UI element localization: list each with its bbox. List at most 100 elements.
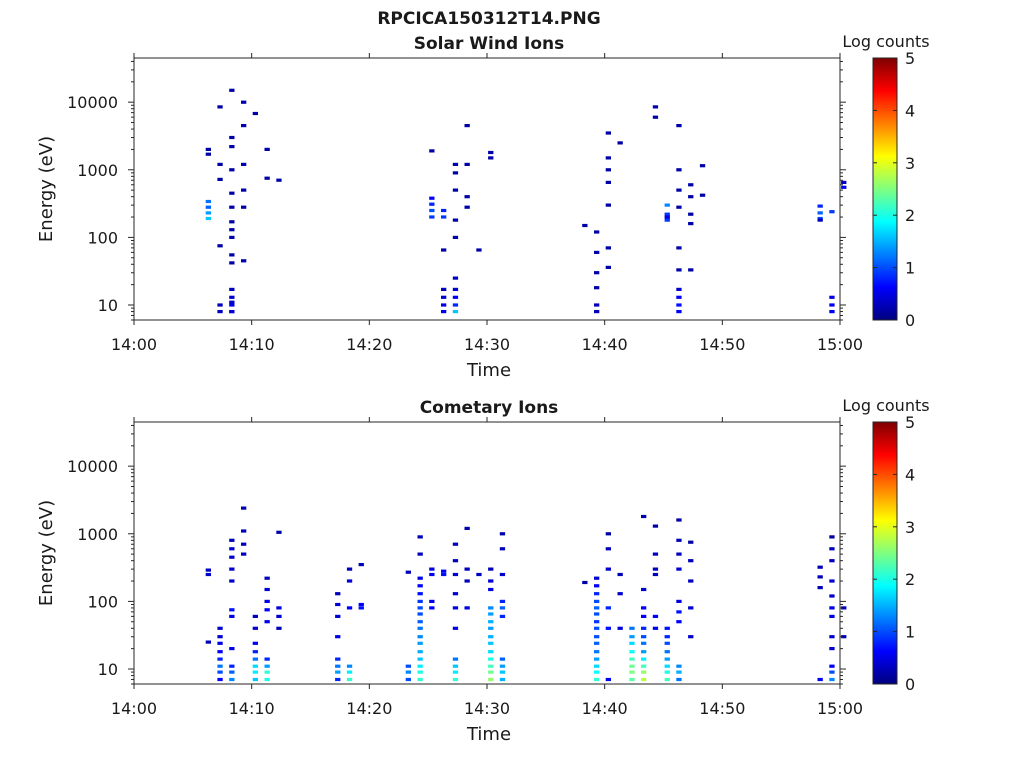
- heatmap-cell: [229, 205, 235, 209]
- heatmap-cell: [605, 168, 611, 172]
- heatmap-cell: [688, 195, 694, 199]
- heatmap-cell: [417, 670, 423, 674]
- heatmap-cell: [488, 677, 494, 682]
- heatmap-cell: [594, 599, 600, 603]
- heatmap-cell: [452, 303, 459, 307]
- heatmap-cell: [452, 670, 459, 674]
- heatmap-cell: [405, 677, 411, 682]
- heatmap-cell: [817, 211, 823, 215]
- heatmap-cell: [664, 215, 670, 219]
- heatmap-cell: [676, 303, 682, 307]
- heatmap-cell: [664, 657, 670, 661]
- heatmap-cell: [229, 253, 235, 257]
- heatmap-cell: [252, 614, 258, 618]
- heatmap-cell: [817, 218, 823, 222]
- heatmap-cell: [229, 228, 235, 232]
- heatmap-cell: [829, 635, 835, 639]
- heatmap-cell: [488, 620, 494, 624]
- heatmap-cell: [605, 265, 611, 269]
- heatmap-cell: [594, 303, 600, 307]
- heatmap-cell: [452, 626, 459, 630]
- heatmap-cell: [688, 579, 694, 583]
- heatmap-cell: [499, 532, 506, 536]
- heatmap-cell: [441, 303, 447, 307]
- heatmap-cell: [688, 559, 694, 563]
- x-tick-label: 14:40: [582, 335, 628, 354]
- heatmap-cell: [664, 626, 670, 630]
- heatmap-cell: [594, 677, 600, 682]
- heatmap-cell: [829, 670, 835, 674]
- y-tick-label: 10: [98, 296, 118, 315]
- heatmap-cell: [229, 135, 235, 140]
- heatmap-cell: [688, 212, 694, 216]
- heatmap-cell: [452, 171, 459, 175]
- heatmap-cell: [652, 115, 659, 119]
- heatmap-cell: [417, 606, 423, 610]
- heatmap-cell: [417, 584, 423, 588]
- heatmap-cell: [676, 610, 682, 614]
- heatmap-cell: [817, 565, 823, 569]
- heatmap-cell: [488, 664, 494, 668]
- y-axis-ticks: 10 100 1000 10000: [67, 424, 846, 685]
- heatmap-cell: [276, 626, 282, 630]
- heatmap-cell: [252, 626, 258, 630]
- heatmap-cell: [358, 563, 364, 567]
- heatmap-cell: [405, 664, 411, 668]
- heatmap-cell: [464, 606, 470, 610]
- heatmap-cell: [688, 606, 694, 610]
- figure-title: RPCICA150312T14.PNG: [377, 9, 600, 29]
- heatmap-cell: [641, 635, 647, 639]
- heatmap-cell: [346, 670, 353, 674]
- x-axis-label: Time: [466, 360, 511, 381]
- heatmap-cell: [499, 664, 506, 668]
- heatmap-cell: [417, 626, 423, 630]
- heatmap-cell: [217, 244, 223, 248]
- heatmap-cell: [594, 657, 600, 661]
- heatmap-cell: [346, 677, 353, 682]
- heatmap-cell: [452, 572, 459, 577]
- heatmap-cell: [676, 188, 682, 192]
- heatmap-cell: [688, 540, 694, 544]
- heatmap-cell: [829, 559, 835, 563]
- heatmap-cell: [582, 223, 588, 228]
- heatmap-cell: [217, 105, 223, 109]
- heatmap-cell: [605, 567, 611, 571]
- heatmap-cell: [358, 602, 364, 607]
- x-tick-label: 14:50: [699, 335, 745, 354]
- heatmap-cell: [346, 567, 353, 571]
- heatmap-cell: [241, 162, 247, 166]
- heatmap-cell: [276, 178, 282, 182]
- heatmap-cell: [241, 506, 247, 510]
- heatmap-cell: [676, 670, 682, 674]
- heatmap-cell: [594, 576, 600, 580]
- x-tick-label: 14:30: [464, 699, 510, 718]
- heatmap-cell: [641, 614, 647, 618]
- heatmap-cell: [499, 572, 506, 577]
- heatmap-cell: [405, 670, 411, 674]
- heatmap-cell: [641, 670, 647, 674]
- heatmap-cell: [264, 620, 270, 624]
- heatmap-cell: [829, 547, 835, 551]
- heatmap-cell: [594, 664, 600, 668]
- heatmap-cell: [276, 614, 282, 618]
- heatmap-cell: [617, 141, 623, 145]
- plot-area: [134, 58, 840, 320]
- heatmap-cell: [652, 614, 659, 618]
- heatmap-cell: [276, 530, 282, 534]
- heatmap-cell: [629, 670, 635, 674]
- heatmap-cell: [417, 592, 423, 596]
- heatmap-cell: [229, 220, 235, 224]
- heatmap-cell: [452, 657, 459, 661]
- heatmap-cell: [441, 310, 447, 314]
- heatmap-cell: [441, 208, 447, 213]
- heatmap-cell: [335, 670, 341, 674]
- colorbar-tick-label: 3: [905, 154, 915, 173]
- x-tick-label: 14:30: [464, 335, 510, 354]
- heatmap-cell: [229, 168, 235, 172]
- heatmap-cell: [605, 246, 611, 250]
- heatmap-cell: [264, 587, 270, 592]
- heatmap-cell: [829, 614, 835, 618]
- y-tick-label: 1000: [77, 525, 118, 544]
- colorbar: Log counts 0 1 2 3 4 5: [842, 32, 929, 330]
- heatmap-cell: [358, 606, 364, 610]
